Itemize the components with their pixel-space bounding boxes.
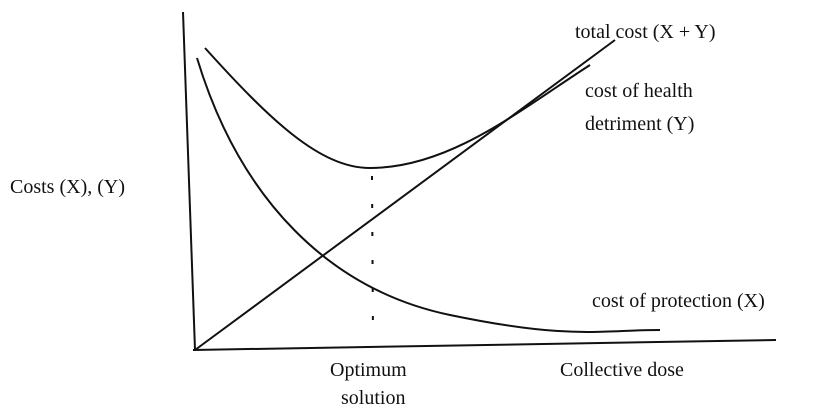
protection-curve [196,57,661,333]
health-detriment-line [194,39,616,351]
x-axis-label: Collective dose [560,359,684,381]
total-cost-curve [204,47,591,170]
optimum-marker [371,175,374,339]
x-axis [192,339,777,351]
health-label-line: detriment (Y) [585,113,694,135]
protection-label: cost of protection (X) [592,290,765,312]
optimum-label-line: solution [341,387,405,409]
health-label-line: cost of health [585,80,693,102]
y-axis [182,11,196,351]
total-cost-label: total cost (X + Y) [575,21,716,43]
optimum-label-line: Optimum [330,359,407,381]
y-axis-label: Costs (X), (Y) [10,176,125,198]
